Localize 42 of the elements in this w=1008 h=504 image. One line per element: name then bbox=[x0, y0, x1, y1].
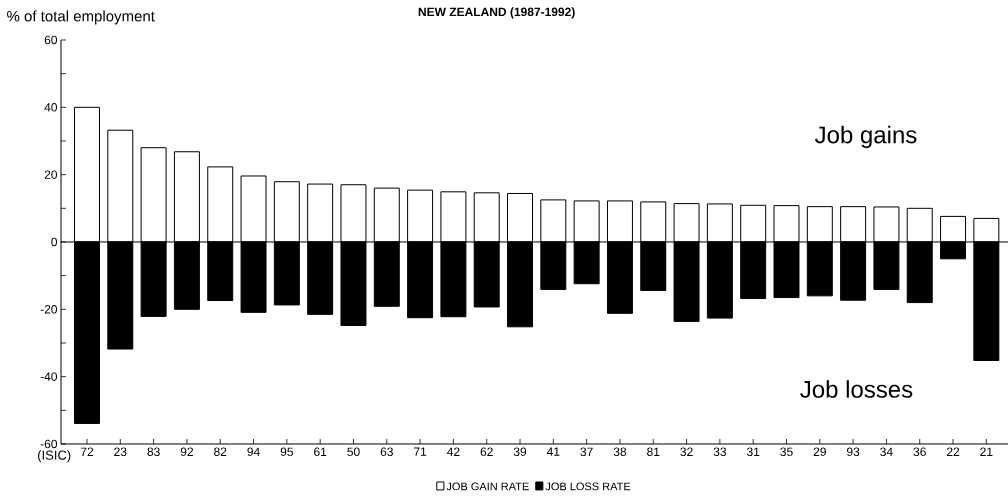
annotation: Job losses bbox=[800, 380, 913, 398]
x-tick-label: 50 bbox=[347, 447, 360, 457]
x-tick-label: 72 bbox=[80, 447, 94, 456]
x-tick-label: 71 bbox=[414, 447, 427, 456]
x-tick-label: 83 bbox=[147, 447, 160, 457]
x-tick-label: 36 bbox=[913, 447, 926, 457]
y-tick-label: 60 bbox=[44, 35, 58, 45]
x-tick-label: 39 bbox=[513, 447, 527, 457]
x-tick-label: 33 bbox=[713, 447, 727, 457]
x-tick-label: 95 bbox=[280, 447, 294, 457]
chart-title: NEW ZEALAND (1987-1992) bbox=[418, 7, 575, 19]
y-tick-label: -20 bbox=[40, 305, 58, 314]
x-tick-label: 93 bbox=[847, 447, 860, 457]
x-tick-label: 81 bbox=[647, 447, 660, 457]
x-tick-label: 29 bbox=[813, 447, 826, 457]
y-tick-label: 0 bbox=[51, 237, 58, 247]
legend-label: JOB GAIN RATE bbox=[446, 482, 529, 491]
legend-label: JOB LOSS RATE bbox=[545, 482, 631, 491]
x-tick-label: 63 bbox=[380, 447, 393, 457]
x-tick-label: 37 bbox=[580, 447, 593, 457]
x-tick-label: 31 bbox=[746, 447, 760, 457]
x-axis-title: (ISIC) bbox=[38, 450, 71, 463]
x-tick-label: 94 bbox=[247, 447, 260, 457]
annotation: Job gains bbox=[814, 125, 917, 149]
y-tick-label: -60 bbox=[40, 439, 58, 449]
x-tick-label: 82 bbox=[214, 447, 227, 457]
x-tick-label: 32 bbox=[680, 447, 693, 457]
x-tick-label: 61 bbox=[314, 447, 327, 457]
x-tick-label: 38 bbox=[613, 447, 627, 457]
y-axis-title: % of total employment bbox=[7, 10, 155, 25]
y-tick-label: 40 bbox=[44, 103, 58, 112]
x-tick-label: 21 bbox=[980, 447, 993, 456]
x-tick-label: 34 bbox=[880, 447, 893, 457]
x-tick-label: 23 bbox=[114, 447, 127, 457]
x-tick-label: 42 bbox=[447, 447, 460, 456]
x-tick-label: 62 bbox=[480, 447, 493, 457]
y-tick-label: -40 bbox=[40, 372, 58, 381]
x-tick-label: 41 bbox=[546, 447, 560, 456]
x-tick-label: 35 bbox=[780, 447, 793, 457]
y-tick-label: 20 bbox=[44, 170, 58, 179]
x-tick-label: 92 bbox=[180, 447, 193, 457]
x-tick-label: 22 bbox=[946, 447, 960, 456]
